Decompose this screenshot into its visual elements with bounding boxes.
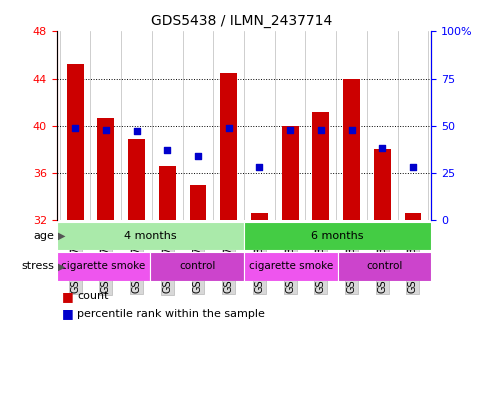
Bar [128, 139, 145, 220]
Bar [251, 213, 268, 220]
Bar [338, 252, 431, 281]
Bar [244, 222, 431, 250]
Text: count: count [77, 291, 109, 301]
Text: ■: ■ [62, 307, 73, 321]
Bar [244, 252, 338, 281]
Point [286, 127, 294, 133]
Bar [57, 222, 244, 250]
Point [71, 125, 79, 131]
Bar [282, 126, 299, 220]
Text: GDS5438 / ILMN_2437714: GDS5438 / ILMN_2437714 [151, 14, 332, 28]
Bar [98, 118, 114, 220]
Bar [159, 166, 176, 220]
Point [163, 147, 171, 153]
Text: ■: ■ [62, 290, 73, 303]
Bar [313, 112, 329, 220]
Bar [343, 79, 360, 220]
Text: cigarette smoke: cigarette smoke [249, 261, 333, 272]
Text: ▶: ▶ [58, 231, 65, 241]
Point [317, 127, 325, 133]
Bar [404, 213, 422, 220]
Text: 6 months: 6 months [312, 231, 364, 241]
Text: control: control [179, 261, 215, 272]
Point [102, 127, 110, 133]
Bar [57, 252, 150, 281]
Point [194, 153, 202, 159]
Text: age: age [34, 231, 54, 241]
Point [348, 127, 355, 133]
Text: percentile rank within the sample: percentile rank within the sample [77, 309, 265, 319]
Point [225, 125, 233, 131]
Text: control: control [366, 261, 403, 272]
Point [378, 145, 386, 152]
Bar [150, 252, 244, 281]
Text: 4 months: 4 months [124, 231, 176, 241]
Point [409, 164, 417, 171]
Bar [189, 185, 207, 220]
Bar [67, 64, 84, 220]
Point [255, 164, 263, 171]
Text: stress: stress [21, 261, 54, 272]
Text: cigarette smoke: cigarette smoke [62, 261, 145, 272]
Bar [220, 73, 237, 220]
Bar [374, 149, 390, 220]
Point [133, 128, 141, 134]
Text: ▶: ▶ [58, 261, 65, 272]
